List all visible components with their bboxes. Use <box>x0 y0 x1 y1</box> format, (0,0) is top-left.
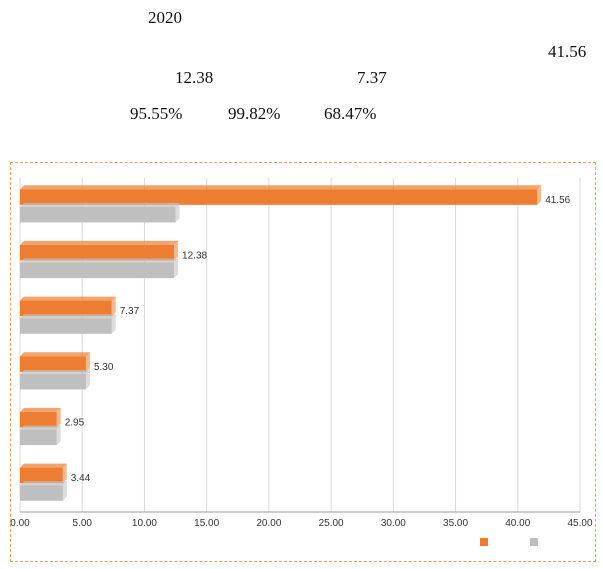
x-tick-label: 20.00 <box>256 518 281 529</box>
value-a: 12.38 <box>175 68 214 87</box>
bar-series-2 <box>20 485 63 501</box>
bar-series-1-top <box>20 240 179 245</box>
bar-series-1 <box>20 356 86 372</box>
x-tick-label: 10.00 <box>132 518 157 529</box>
bar-series-2 <box>20 429 57 446</box>
bar-series-1 <box>20 300 112 317</box>
value-b: 7.37 <box>357 68 387 87</box>
x-tick-label: 25.00 <box>319 518 344 529</box>
bar-series-1-side <box>111 296 116 317</box>
bar-series-2 <box>20 262 175 279</box>
bar-series-1 <box>20 467 63 484</box>
x-tick-label: 0.00 <box>10 518 30 529</box>
legend-swatch-series-2 <box>530 538 538 546</box>
data-label: 7.37 <box>120 306 140 317</box>
pct-b: 99.82% <box>228 104 281 123</box>
bar-series-1-side <box>174 240 179 261</box>
bar-series-2-top <box>20 481 67 486</box>
bar-series-2-top <box>20 425 61 430</box>
bar-series-2 <box>20 318 112 334</box>
bar-series-2-side <box>174 258 179 279</box>
x-tick-label: 40.00 <box>505 518 530 529</box>
bar-series-2-top <box>20 202 180 207</box>
bar-series-1-top <box>20 185 542 190</box>
data-label: 2.95 <box>65 418 85 429</box>
x-tick-label: 30.00 <box>381 518 406 529</box>
data-label: 12.38 <box>182 251 207 262</box>
bar-series-2 <box>20 206 176 223</box>
bar-series-1-top <box>20 352 90 357</box>
top-right-value: 41.56 <box>548 42 587 61</box>
x-tick-label: 15.00 <box>194 518 219 529</box>
legend-swatch-series-1 <box>480 538 488 546</box>
bar-series-2-side <box>56 425 61 446</box>
bar-series-1 <box>20 411 57 428</box>
bar-series-2-side <box>62 481 67 501</box>
bar-series-2-side <box>111 314 116 334</box>
bar-series-1-side <box>56 407 61 428</box>
x-tick-label: 35.00 <box>443 518 468 529</box>
bar-series-2 <box>20 373 86 390</box>
bar-series-2-top <box>20 369 90 374</box>
bar-series-1-side <box>537 185 542 205</box>
bar-series-2-top <box>20 314 116 319</box>
bar-series-1 <box>20 189 538 205</box>
chart-frame <box>10 162 596 562</box>
pct-c: 68.47% <box>324 104 377 123</box>
bar-series-1-side <box>62 463 67 484</box>
bar-series-1-side <box>85 352 90 372</box>
bar-series-1-top <box>20 463 67 468</box>
bar-series-2-side <box>175 202 180 223</box>
year-label: 2020 <box>148 8 182 27</box>
bar-series-1-top <box>20 407 61 412</box>
data-label: 41.56 <box>545 195 570 206</box>
data-label: 5.30 <box>94 362 114 373</box>
bar-series-1-top <box>20 296 116 301</box>
x-tick-label: 45.00 <box>567 518 592 529</box>
pct-a: 95.55% <box>130 104 183 123</box>
bar-series-2-side <box>85 369 90 390</box>
data-label: 3.44 <box>71 473 91 484</box>
bar-series-1 <box>20 244 175 261</box>
bar-series-2-top <box>20 258 179 263</box>
x-tick-label: 5.00 <box>72 518 92 529</box>
